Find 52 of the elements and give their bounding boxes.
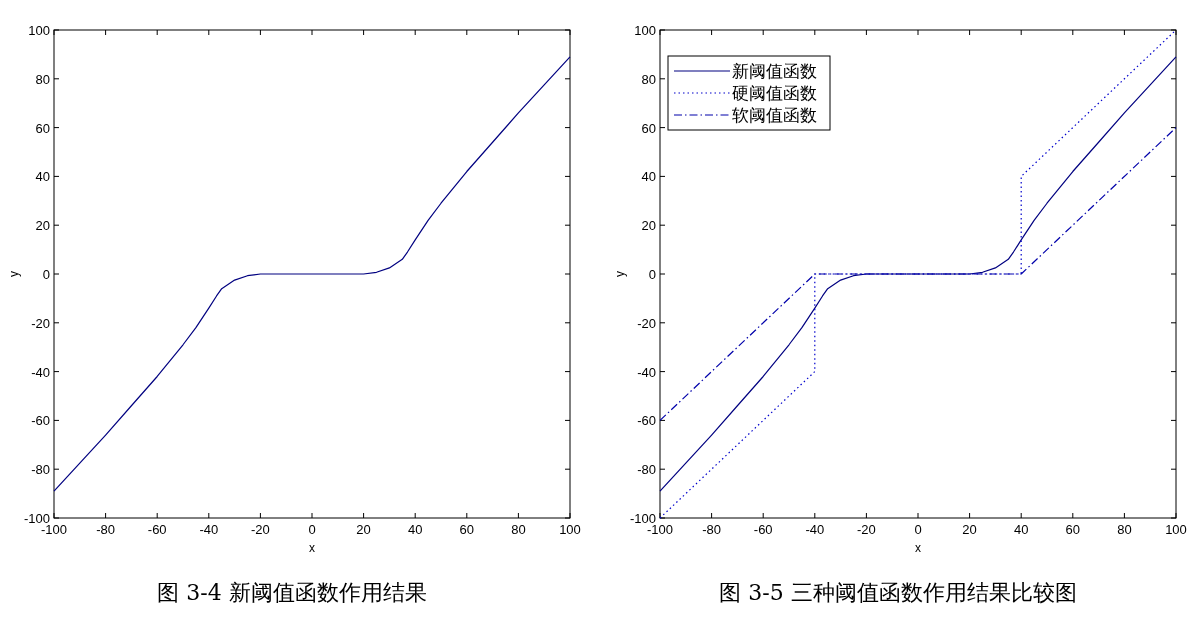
text: 图 3-4 新阈值函数作用结果 — [157, 580, 427, 605]
y-tick-label: -20 — [637, 315, 656, 331]
y-tick-label: 20 — [35, 218, 50, 234]
y-tick-label: 100 — [634, 23, 656, 38]
y-tick-label: -60 — [637, 413, 656, 429]
y-tick-label: -20 — [31, 315, 50, 331]
y-tick-label: 100 — [28, 23, 50, 38]
y-tick-label: -40 — [31, 364, 50, 380]
y-tick-label: 20 — [641, 218, 656, 234]
x-axis-title: x — [309, 541, 315, 555]
y-tick-label: -100 — [629, 511, 656, 526]
x-tick-label: 80 — [1117, 522, 1132, 537]
x-tick-label: 80 — [511, 522, 526, 537]
y-axis-title: y — [7, 271, 21, 277]
y-tick-label: -100 — [23, 511, 50, 526]
legend-label: 新阈值函数 — [732, 61, 817, 81]
y-tick-label: -60 — [31, 413, 50, 429]
x-tick-label: -20 — [251, 522, 270, 537]
x-tick-label: -60 — [753, 522, 773, 537]
y-tick-label: 40 — [641, 169, 656, 185]
text: 图 3-5 三种阈值函数作用结果比较图 — [719, 580, 1077, 605]
x-axis-title: x — [915, 541, 921, 555]
x-tick-label: -20 — [857, 522, 876, 537]
y-tick-label: -80 — [637, 462, 656, 478]
y-tick-label: -40 — [637, 364, 656, 380]
x-tick-label: -40 — [805, 522, 825, 537]
x-tick-label: 40 — [1013, 522, 1029, 537]
y-tick-label: 40 — [35, 169, 50, 185]
legend-label: 软阈值函数 — [732, 105, 817, 125]
y-tick-label: 0 — [648, 267, 656, 282]
line-series — [53, 56, 571, 492]
x-tick-label: 60 — [459, 522, 475, 537]
x-tick-label: 20 — [962, 522, 977, 537]
y-axis-title: y — [613, 271, 627, 277]
x-tick-label: 60 — [1065, 522, 1081, 537]
x-tick-label: -80 — [96, 522, 115, 537]
legend-label: 硬阈值函数 — [732, 83, 817, 103]
x-tick-label: 0 — [914, 522, 922, 537]
x-tick-label: 100 — [559, 522, 581, 537]
x-tick-label: -40 — [199, 522, 219, 537]
x-tick-label: -60 — [147, 522, 167, 537]
y-tick-label: 80 — [641, 71, 656, 87]
x-tick-label: 20 — [356, 522, 371, 537]
y-tick-label: -80 — [31, 462, 50, 478]
x-tick-label: 40 — [407, 522, 423, 537]
y-tick-label: 60 — [641, 120, 656, 136]
y-tick-label: 80 — [35, 71, 50, 87]
x-tick-label: -80 — [702, 522, 721, 537]
x-tick-label: 0 — [308, 522, 316, 537]
x-tick-label: 100 — [1165, 522, 1187, 537]
y-tick-label: 60 — [35, 120, 50, 136]
y-tick-label: 0 — [42, 267, 50, 282]
